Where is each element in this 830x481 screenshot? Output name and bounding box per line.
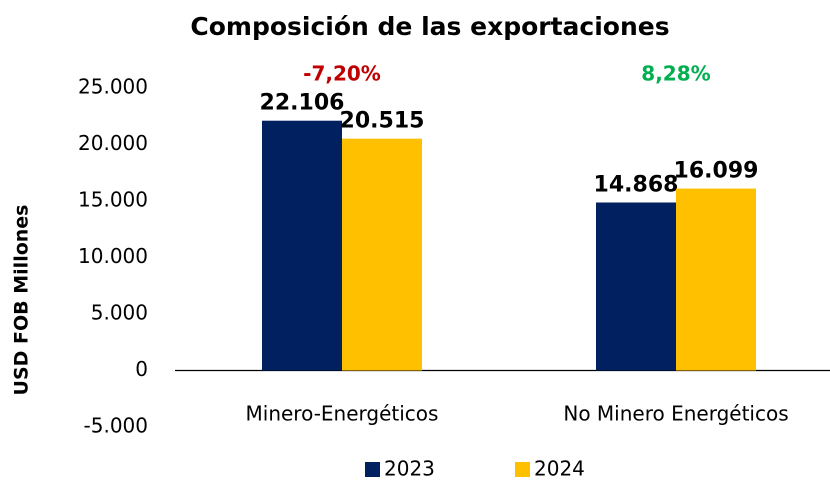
y-tick-label: 25.000	[78, 75, 148, 99]
bar	[596, 202, 676, 371]
legend-label: 2024	[534, 457, 585, 481]
value-label: 16.099	[674, 159, 759, 184]
value-label: 22.106	[260, 91, 345, 116]
legend-label: 2023	[384, 457, 435, 481]
y-axis-label: USD FOB Millones	[11, 205, 33, 396]
bar	[676, 188, 756, 371]
value-label: 20.515	[340, 109, 425, 134]
chart-title: Composición de las exportaciones	[190, 12, 669, 41]
y-tick-label: 10.000	[78, 244, 148, 268]
y-tick-label: 20.000	[78, 131, 148, 155]
x-tick-label: No Minero Energéticos	[563, 402, 788, 426]
bar	[342, 138, 422, 371]
annotation: 8,28%	[641, 62, 710, 86]
bar	[262, 120, 342, 371]
legend-swatch	[515, 462, 530, 477]
y-tick-label: -5.000	[84, 414, 148, 438]
x-tick-label: Minero-Energéticos	[246, 402, 439, 426]
y-tick-label: 15.000	[78, 188, 148, 212]
y-tick-label: 0	[135, 357, 148, 381]
annotation: -7,20%	[303, 62, 381, 86]
value-label: 14.868	[594, 172, 679, 197]
y-tick-label: 5.000	[91, 301, 148, 325]
legend-swatch	[365, 462, 380, 477]
